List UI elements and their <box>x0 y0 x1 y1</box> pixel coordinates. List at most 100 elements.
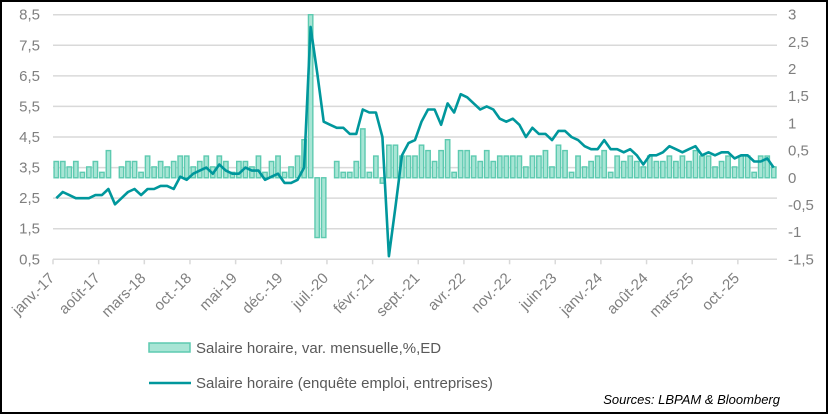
bar <box>699 155 705 179</box>
bar <box>66 166 73 179</box>
bar <box>451 171 458 179</box>
x-axis-tick-label: janv.-17 <box>8 270 58 320</box>
bar <box>79 171 86 179</box>
bar <box>125 160 131 179</box>
bar <box>542 149 549 179</box>
bar <box>235 160 242 179</box>
bar <box>333 160 340 179</box>
bar <box>470 155 477 179</box>
bar <box>425 149 431 179</box>
bar <box>496 155 503 179</box>
bar <box>438 149 444 179</box>
right-axis-tick-label: 0 <box>788 170 796 187</box>
x-axis-tick-label: août-17 <box>56 270 104 318</box>
bar <box>464 149 471 179</box>
bar <box>653 160 660 179</box>
bar <box>673 160 679 179</box>
bar <box>340 171 347 179</box>
bar <box>412 155 418 179</box>
right-axis-tick-label: 2,5 <box>788 34 809 51</box>
bar <box>170 160 177 179</box>
bar <box>59 160 66 179</box>
bar <box>712 166 718 179</box>
x-axis-tick-label: mars-18 <box>98 270 149 321</box>
bar <box>183 155 190 179</box>
x-axis-tick-label: mars-25 <box>646 270 697 321</box>
bar <box>157 160 164 179</box>
bar <box>757 155 764 179</box>
right-axis-tick-label: -1,5 <box>788 251 814 268</box>
bar <box>738 155 745 179</box>
x-axis-tick-label: mai-19 <box>196 270 240 314</box>
bar <box>53 160 60 179</box>
bar <box>562 149 568 179</box>
legend: Salaire horaire, var. mensuelle,%,ED Sal… <box>148 340 493 392</box>
bar <box>516 155 523 179</box>
bar <box>281 171 288 179</box>
x-axis-tick-label: déc.-19 <box>239 270 286 317</box>
bar <box>177 155 184 179</box>
bar <box>679 155 686 179</box>
bar <box>568 171 575 179</box>
bar <box>503 155 510 179</box>
x-axis-tick-label: oct.-18 <box>151 270 195 314</box>
bar <box>386 144 392 179</box>
bar <box>457 149 464 179</box>
bar <box>444 139 451 179</box>
bar <box>346 171 353 179</box>
bar <box>718 160 725 179</box>
left-axis-tick-label: 7,5 <box>19 37 40 54</box>
bar <box>764 155 771 179</box>
right-axis-tick-label: -0,5 <box>788 197 814 214</box>
bar <box>431 160 438 179</box>
bar <box>555 144 562 179</box>
bar <box>588 160 595 179</box>
x-axis-tick-label: janv.-24 <box>556 270 606 320</box>
left-axis-labels: 8,5 7,5 6,5 5,5 4,5 3,5 2,5 1,5 0,5 <box>19 7 40 269</box>
bar-series <box>53 13 777 239</box>
bar <box>549 166 555 179</box>
bar <box>288 166 294 179</box>
bar <box>320 177 327 239</box>
bar <box>249 166 255 179</box>
bar <box>144 155 151 179</box>
legend-line-label: Salaire horaire (enquête emploi, entrepr… <box>196 375 493 392</box>
bar <box>601 149 608 179</box>
bar <box>770 166 777 179</box>
line-series <box>55 25 775 258</box>
right-axis-tick-label: 3 <box>788 7 796 24</box>
left-axis-tick-label: 5,5 <box>19 98 40 115</box>
bar <box>575 155 581 179</box>
left-axis-tick-label: 8,5 <box>19 7 40 24</box>
bar <box>490 160 497 179</box>
bar <box>692 149 699 179</box>
source-note: Sources: LBPAM & Bloomberg <box>603 392 781 407</box>
bar <box>640 166 647 179</box>
left-axis-tick-label: 6,5 <box>19 68 40 85</box>
bar <box>92 160 99 179</box>
right-axis-tick-label: 2 <box>788 61 796 78</box>
bar <box>594 155 601 179</box>
bar <box>607 171 614 179</box>
bar <box>405 155 412 179</box>
bar <box>105 149 112 179</box>
bar <box>633 160 640 179</box>
bar <box>118 166 125 179</box>
right-axis-tick-label: -1 <box>788 224 801 241</box>
x-axis-tick-label: juin-23 <box>516 270 561 315</box>
bar <box>85 166 92 179</box>
bar <box>72 160 79 179</box>
x-axis-tick-label: nov.-22 <box>468 270 515 317</box>
legend-bar-swatch <box>148 342 191 353</box>
bar <box>314 177 321 239</box>
bar <box>99 171 105 179</box>
legend-bar-label: Salaire horaire, var. mensuelle,%,ED <box>196 340 441 357</box>
bar <box>659 160 666 179</box>
bar <box>731 166 738 179</box>
bar <box>164 166 171 179</box>
bar <box>372 155 379 179</box>
x-axis-tick-label: oct.-25 <box>699 270 743 314</box>
bar <box>359 128 366 179</box>
